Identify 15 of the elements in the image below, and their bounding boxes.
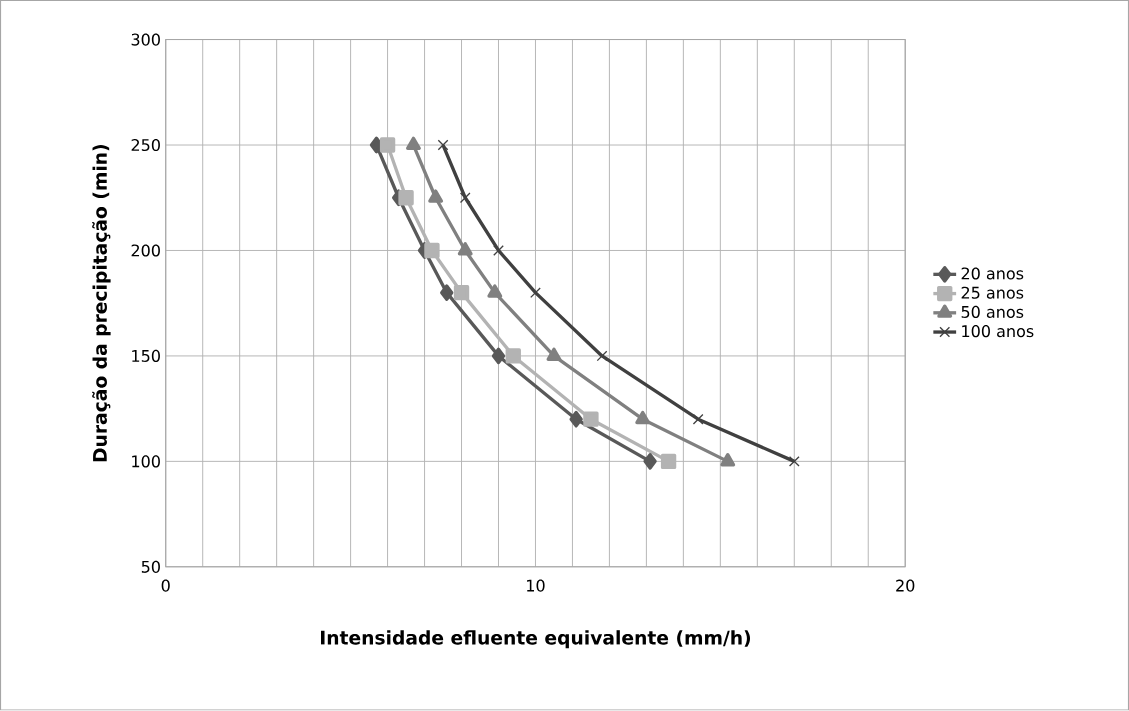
x-tick-label: 20 [896,579,915,592]
legend-label: 25 anos [961,286,1024,299]
y-tick-label: 250 [131,139,160,152]
legend-label: 100 anos [962,325,1034,338]
y-tick-label: 200 [131,244,160,257]
y-tick-label: 50 [141,561,160,574]
x-tick-label: 0 [161,579,170,592]
x-tick-label: 10 [527,579,545,592]
y-tick-label: 300 [131,33,160,46]
y-tick-label: 150 [132,350,160,363]
legend-label: 50 anos [961,306,1024,319]
y-axis-title: Duração da precipitação (min) [92,145,111,462]
legend-label: 20 anos [961,267,1024,280]
y-tick-label: 100 [132,455,160,468]
x-axis-title: Intensidade efluente equivalente (mm/h) [321,630,751,649]
